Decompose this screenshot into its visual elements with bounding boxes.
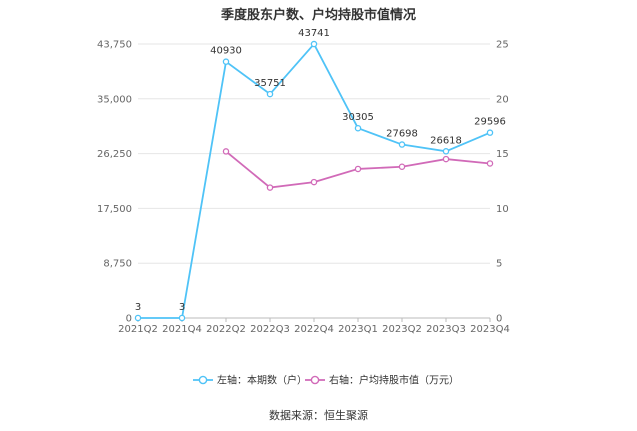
- data-label: 3: [179, 302, 185, 313]
- y-right-tick-label: 10: [496, 204, 509, 215]
- y-left-tick-label: 17,500: [97, 204, 132, 215]
- legend-marker: [310, 375, 320, 385]
- y-left-tick-label: 8,750: [103, 259, 132, 270]
- x-tick-label: 2023Q2: [382, 324, 422, 335]
- x-tick-label: 2023Q4: [470, 324, 510, 335]
- x-tick-label: 2021Q4: [162, 324, 202, 335]
- data-label: 3: [135, 302, 141, 313]
- data-point: [442, 155, 450, 163]
- data-point: [222, 148, 230, 155]
- data-label: 35751: [254, 78, 286, 89]
- data-label: 30305: [342, 112, 374, 123]
- data-point: [486, 129, 494, 136]
- y-left-tick-label: 0: [126, 314, 132, 325]
- x-tick-label: 2023Q1: [338, 324, 378, 335]
- chart-title: 季度股东户数、户均持股市值情况: [220, 8, 416, 23]
- data-label: 27698: [386, 129, 418, 140]
- x-tick-label: 2021Q2: [118, 324, 158, 335]
- y-right-tick-label: 5: [496, 259, 502, 270]
- y-right-tick-label: 25: [496, 40, 509, 51]
- data-point: [266, 184, 274, 191]
- y-right-tick-label: 15: [496, 149, 509, 160]
- x-tick-label: 2022Q2: [206, 324, 246, 335]
- legend-label: 右轴：户均持股市值（万元）: [329, 374, 459, 387]
- data-point: [486, 160, 494, 167]
- data-label: 29596: [474, 117, 506, 128]
- y-left-tick-label: 43,750: [97, 40, 132, 51]
- data-label: 40930: [210, 46, 242, 57]
- data-label: 26618: [430, 135, 462, 146]
- y-left-tick-label: 26,250: [97, 149, 132, 160]
- data-point: [354, 165, 362, 173]
- legend-label: 左轴：本期数（户）: [217, 374, 307, 387]
- x-tick-label: 2022Q3: [250, 324, 290, 335]
- data-point: [266, 90, 274, 98]
- data-point: [134, 314, 142, 322]
- data-point: [310, 40, 318, 48]
- data-label: 43741: [298, 28, 330, 39]
- legend-marker: [198, 375, 208, 385]
- data-source: 数据来源：恒生聚源: [269, 409, 368, 422]
- x-tick-label: 2023Q3: [426, 324, 466, 335]
- x-tick-label: 2022Q4: [294, 324, 334, 335]
- data-point: [398, 163, 406, 171]
- y-left-tick-label: 35,000: [97, 94, 132, 105]
- data-point: [310, 178, 318, 186]
- data-point: [354, 124, 362, 132]
- data-point: [222, 58, 230, 65]
- data-point: [398, 141, 406, 148]
- data-point: [442, 148, 450, 155]
- data-point: [178, 314, 186, 322]
- y-right-tick-label: 0: [496, 314, 502, 325]
- y-right-tick-label: 20: [496, 94, 509, 105]
